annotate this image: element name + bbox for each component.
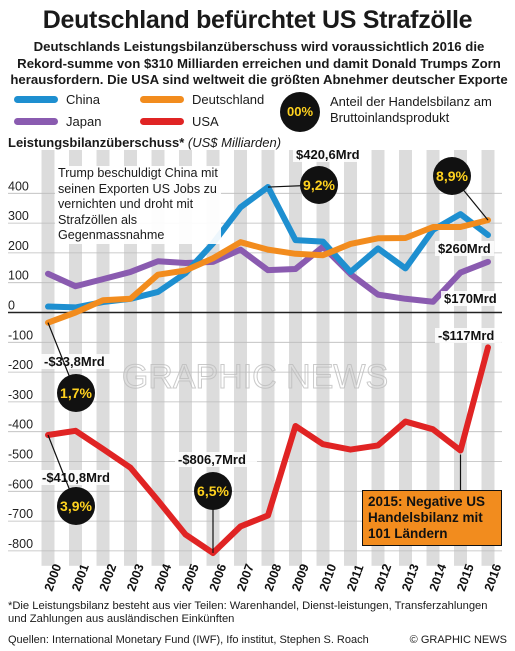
value-label: $170Mrd [444, 291, 497, 306]
trump-annotation: Trump beschuldigt China mit seinen Expor… [55, 166, 221, 244]
percent-badge [194, 472, 232, 510]
x-tick-label: 2015 [454, 562, 477, 593]
percent-badge [300, 166, 338, 204]
value-label-bg [41, 354, 116, 369]
legend-swatch-japan [14, 118, 58, 125]
x-tick-label: 2014 [427, 562, 450, 593]
legend-label-deutschland: Deutschland [192, 92, 265, 107]
x-tick-label: 2012 [372, 562, 395, 593]
x-tick-label: 2006 [207, 562, 230, 593]
x-tick-label: 2016 [482, 562, 505, 593]
x-tick-label: 2003 [124, 562, 147, 593]
x-tick-label: 2009 [289, 562, 312, 593]
value-label: -$806,7Mrd [178, 452, 246, 467]
y-tick-label: 100 [8, 269, 29, 283]
value-label: $260Mrd [438, 241, 491, 256]
subtitle: Deutschlands Leistungsbilanzüberschuss w… [10, 39, 508, 87]
y-axis-label: Leistungsbilanzüberschuss* (US$ Milliard… [8, 135, 281, 150]
x-tick-label: 2001 [69, 562, 92, 593]
value-label-bg [175, 452, 257, 467]
value-label-bg [435, 241, 495, 256]
y-tick-label: -200 [8, 358, 33, 372]
percent-badge-label: 8,9% [436, 168, 468, 184]
y-tick-label: -700 [8, 507, 33, 521]
y-tick-label: -100 [8, 328, 33, 342]
value-label: -$33,8Mrd [44, 354, 105, 369]
sources: Quellen: International Monetary Fund (IW… [8, 634, 369, 646]
percent-badge-description: Anteil der Handelsbilanz am Bruttoinland… [330, 94, 492, 125]
x-tick-label: 2011 [344, 563, 366, 593]
y-tick-label: -400 [8, 418, 33, 432]
legend-label-usa: USA [192, 114, 219, 129]
percent-badge-label: 6,5% [197, 483, 229, 499]
value-label: -$117Mrd [438, 328, 494, 343]
y-tick-label: 0 [8, 299, 15, 313]
y-tick-label: -500 [8, 448, 33, 462]
x-tick-label: 2013 [399, 562, 422, 593]
legend-item-deutschland: Deutschland [140, 92, 264, 107]
value-label: -$410,8Mrd [42, 470, 110, 485]
y-tick-label: 200 [8, 239, 29, 253]
y-axis-title: Leistungsbilanzüberschuss* [8, 135, 185, 150]
y-tick-label: -800 [8, 537, 33, 551]
series-line-japan [45, 243, 491, 305]
legend-item-china: China [14, 92, 100, 107]
x-tick-label: 2008 [262, 562, 285, 593]
credit: © GRAPHIC NEWS [409, 634, 507, 646]
percent-badge [57, 374, 95, 412]
y-tick-label: -300 [8, 388, 33, 402]
value-label-bg [435, 328, 502, 343]
legend-item-usa: USA [140, 114, 219, 129]
page-title: Deutschland befürchtet US Strafzölle [42, 6, 473, 34]
percent-badge-legend: 00% [280, 92, 320, 132]
percent-badge-label: 1,7% [60, 385, 92, 401]
legend-label-japan: Japan [66, 114, 102, 129]
value-label-bg [39, 470, 121, 485]
legend-swatch-deutschland [140, 96, 184, 103]
x-tick-label: 2002 [97, 562, 120, 593]
percent-badge-label: 3,9% [60, 498, 92, 514]
y-axis-unit: (US$ Milliarden) [187, 135, 282, 150]
y-tick-label: 400 [8, 179, 29, 193]
value-label-bg [293, 150, 368, 162]
percent-badge-label: 9,2% [303, 177, 335, 193]
y-tick-label: 300 [8, 209, 29, 223]
y-tick-label: -600 [8, 477, 33, 491]
x-tick-label: 2010 [317, 562, 340, 593]
x-tick-label: 2004 [152, 562, 175, 593]
footnote: *Die Leistungsbilanz besteht aus vier Te… [8, 600, 488, 626]
series-line-usa [45, 344, 491, 556]
x-tick-label: 2007 [234, 562, 257, 593]
usa-2015-callout: 2015: Negative US Handelsbilanz mit 101 … [362, 490, 502, 546]
legend-item-japan: Japan [14, 114, 101, 129]
legend-swatch-china [14, 96, 58, 103]
chart: 400 300 200 100 0 -100 -200 -300 -400 -500 -600 -70… [8, 150, 505, 593]
legend-label-china: China [66, 92, 100, 107]
x-tick-label: 2000 [42, 562, 65, 593]
value-label-bg [441, 291, 501, 306]
value-label: $420,6Mrd [296, 150, 360, 162]
legend: China Japan Deutschland USA [0, 88, 515, 134]
series-line-deutschland [45, 217, 491, 326]
watermark: GRAPHIC NEWS [122, 358, 388, 396]
percent-badge [433, 157, 471, 195]
x-tick-label: 2005 [179, 562, 202, 593]
percent-badge [57, 487, 95, 525]
legend-swatch-usa [140, 118, 184, 125]
